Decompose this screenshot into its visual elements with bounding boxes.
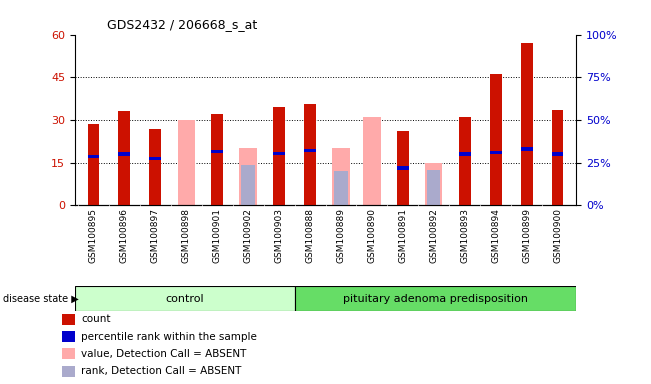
Text: rank, Detection Call = ABSENT: rank, Detection Call = ABSENT: [81, 366, 242, 376]
Bar: [551, 110, 564, 205]
Bar: [212, 150, 223, 153]
Bar: [304, 149, 316, 152]
Bar: [87, 124, 100, 205]
Bar: [335, 171, 348, 205]
Text: GSM100893: GSM100893: [460, 208, 469, 263]
Text: GSM100894: GSM100894: [492, 208, 500, 263]
Bar: [118, 111, 130, 205]
Bar: [363, 117, 381, 205]
Text: GSM100889: GSM100889: [337, 208, 346, 263]
Text: GSM100900: GSM100900: [553, 208, 562, 263]
Text: disease state ▶: disease state ▶: [3, 293, 79, 304]
Bar: [551, 152, 564, 156]
Bar: [118, 152, 130, 156]
Bar: [397, 131, 409, 205]
Text: percentile rank within the sample: percentile rank within the sample: [81, 332, 257, 342]
Bar: [62, 366, 75, 377]
Bar: [87, 155, 100, 159]
Bar: [75, 286, 294, 311]
Bar: [150, 129, 161, 205]
Text: GDS2432 / 206668_s_at: GDS2432 / 206668_s_at: [107, 18, 258, 31]
Bar: [242, 165, 255, 205]
Text: GSM100895: GSM100895: [89, 208, 98, 263]
Text: GSM100888: GSM100888: [305, 208, 314, 263]
Text: GSM100892: GSM100892: [429, 208, 438, 263]
Bar: [240, 149, 256, 205]
Text: value, Detection Call = ABSENT: value, Detection Call = ABSENT: [81, 349, 247, 359]
Text: GSM100903: GSM100903: [275, 208, 284, 263]
Bar: [273, 152, 285, 155]
Bar: [294, 286, 576, 311]
Bar: [490, 74, 501, 205]
Text: GSM100890: GSM100890: [367, 208, 376, 263]
Bar: [425, 163, 443, 205]
Bar: [332, 149, 350, 205]
Bar: [521, 43, 533, 205]
Bar: [490, 151, 501, 154]
Text: GSM100898: GSM100898: [182, 208, 191, 263]
Text: GSM100891: GSM100891: [398, 208, 408, 263]
Text: count: count: [81, 314, 111, 324]
Bar: [150, 157, 161, 160]
Text: pituitary adenoma predisposition: pituitary adenoma predisposition: [343, 293, 528, 304]
Bar: [304, 104, 316, 205]
Text: control: control: [165, 293, 204, 304]
Bar: [212, 114, 223, 205]
Bar: [62, 348, 75, 359]
Text: GSM100897: GSM100897: [151, 208, 159, 263]
Bar: [459, 117, 471, 205]
Bar: [178, 120, 195, 205]
Text: GSM100901: GSM100901: [213, 208, 222, 263]
Text: GSM100899: GSM100899: [522, 208, 531, 263]
Text: GSM100902: GSM100902: [243, 208, 253, 263]
Bar: [273, 107, 285, 205]
Bar: [459, 152, 471, 156]
Bar: [62, 314, 75, 325]
Bar: [397, 166, 409, 170]
Bar: [521, 147, 533, 151]
Bar: [62, 331, 75, 342]
Text: GSM100896: GSM100896: [120, 208, 129, 263]
Bar: [427, 170, 441, 205]
